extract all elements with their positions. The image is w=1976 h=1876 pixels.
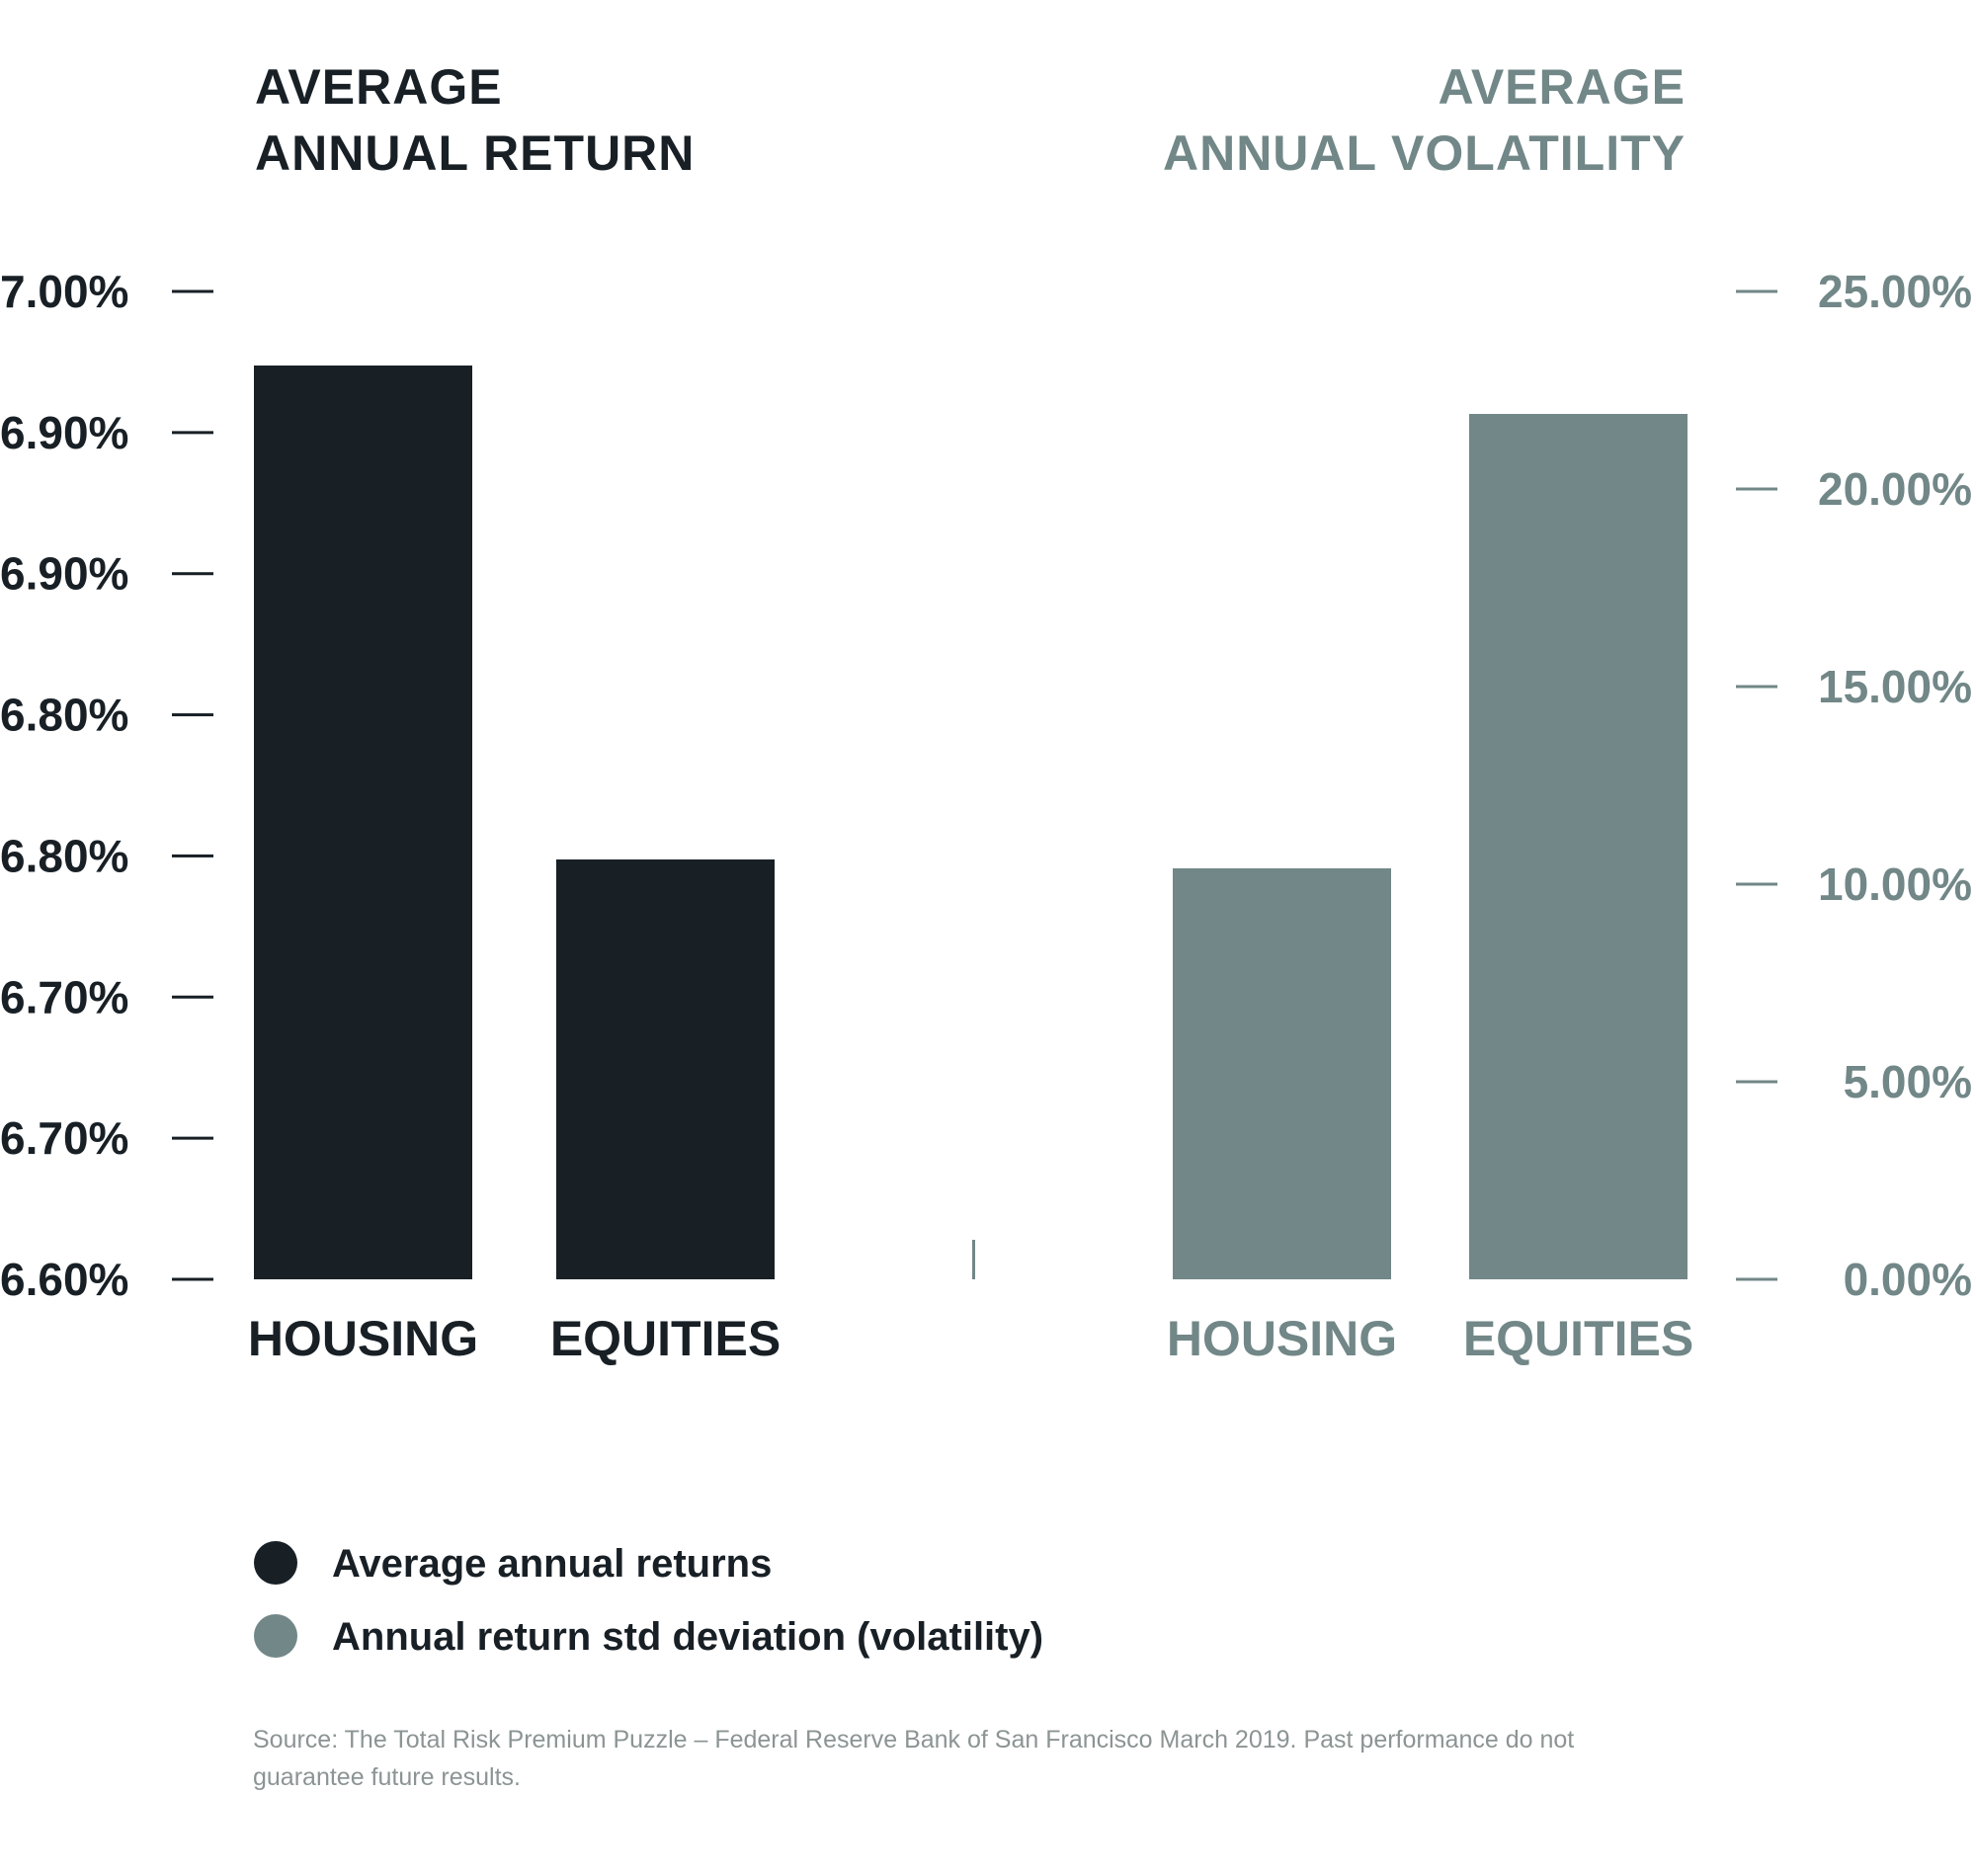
return-axis-tick-label: 7.00% bbox=[0, 266, 128, 317]
volatility-axis-tick-mark bbox=[1736, 685, 1777, 689]
return-axis-tick-label: 6.60% bbox=[0, 1254, 128, 1305]
return-axis-tick-mark bbox=[172, 289, 213, 293]
source-note: Source: The Total Risk Premium Puzzle – … bbox=[253, 1726, 1575, 1791]
volatility-axis-tick-label: 20.00% bbox=[1818, 463, 1972, 515]
return-axis-tick-label: 6.80% bbox=[0, 830, 128, 881]
legend-marker-volatility bbox=[254, 1614, 297, 1658]
return-axis-tick-label: 6.90% bbox=[0, 548, 128, 600]
volatility-bar-equities bbox=[1469, 414, 1688, 1279]
legend-label-volatility: Annual return std deviation (volatility) bbox=[332, 1615, 1043, 1659]
return-axis-tick-mark bbox=[172, 854, 213, 857]
return-category-label: EQUITIES bbox=[550, 1311, 781, 1366]
return-axis-tick-mark bbox=[172, 995, 213, 999]
return-bar-equities bbox=[556, 859, 775, 1279]
volatility-chart-title-line-1: AVERAGE bbox=[1438, 59, 1686, 115]
volatility-axis-tick-label: 0.00% bbox=[1844, 1254, 1972, 1305]
volatility-axis-tick-label: 15.00% bbox=[1818, 661, 1972, 712]
volatility-axis-tick-label: 5.00% bbox=[1844, 1056, 1972, 1107]
volatility-axis-tick-mark bbox=[1736, 882, 1777, 886]
return-axis-tick-label: 6.70% bbox=[0, 971, 128, 1022]
return-y-axis: 7.00% 6.90% 6.90% 6.80% 6.80% 6.70% 6.70% 6.60% bbox=[0, 266, 213, 1305]
center-divider bbox=[972, 1240, 975, 1279]
volatility-axis-tick-mark bbox=[1736, 289, 1777, 293]
return-axis-tick-mark bbox=[172, 572, 213, 576]
volatility-chart-title-line-2: ANNUAL VOLATILITY bbox=[1163, 125, 1686, 181]
category-labels: HOUSING EQUITIES HOUSING EQUITIES bbox=[248, 1311, 1693, 1366]
legend-label-returns: Average annual returns bbox=[332, 1542, 772, 1586]
volatility-bar-housing bbox=[1173, 868, 1391, 1279]
return-axis-tick-mark bbox=[172, 713, 213, 717]
volatility-axis-tick-label: 25.00% bbox=[1818, 266, 1972, 317]
volatility-axis-tick-mark bbox=[1736, 1277, 1777, 1281]
return-axis-tick-label: 6.90% bbox=[0, 407, 128, 458]
bars-group bbox=[254, 366, 1688, 1279]
return-bar-housing bbox=[254, 366, 472, 1279]
volatility-axis-tick-mark bbox=[1736, 1080, 1777, 1084]
return-axis-tick-label: 6.80% bbox=[0, 690, 128, 741]
return-axis-tick-mark bbox=[172, 431, 213, 435]
return-axis-tick-mark bbox=[172, 1277, 213, 1281]
volatility-y-axis: 25.00% 20.00% 15.00% 10.00% 5.00% 0.00% bbox=[1736, 266, 1972, 1305]
volatility-category-label: EQUITIES bbox=[1463, 1311, 1693, 1366]
volatility-axis-tick-label: 10.00% bbox=[1818, 858, 1972, 910]
return-chart-title-line-1: AVERAGE bbox=[255, 59, 503, 115]
legend: Average annual returns Annual return std… bbox=[254, 1541, 1043, 1659]
legend-marker-returns bbox=[254, 1541, 297, 1585]
return-chart-title-line-2: ANNUAL RETURN bbox=[255, 125, 695, 181]
return-axis-tick-label: 6.70% bbox=[0, 1112, 128, 1164]
volatility-category-label: HOUSING bbox=[1167, 1311, 1397, 1366]
return-category-label: HOUSING bbox=[248, 1311, 478, 1366]
volatility-axis-tick-mark bbox=[1736, 487, 1777, 491]
return-axis-tick-mark bbox=[172, 1136, 213, 1140]
